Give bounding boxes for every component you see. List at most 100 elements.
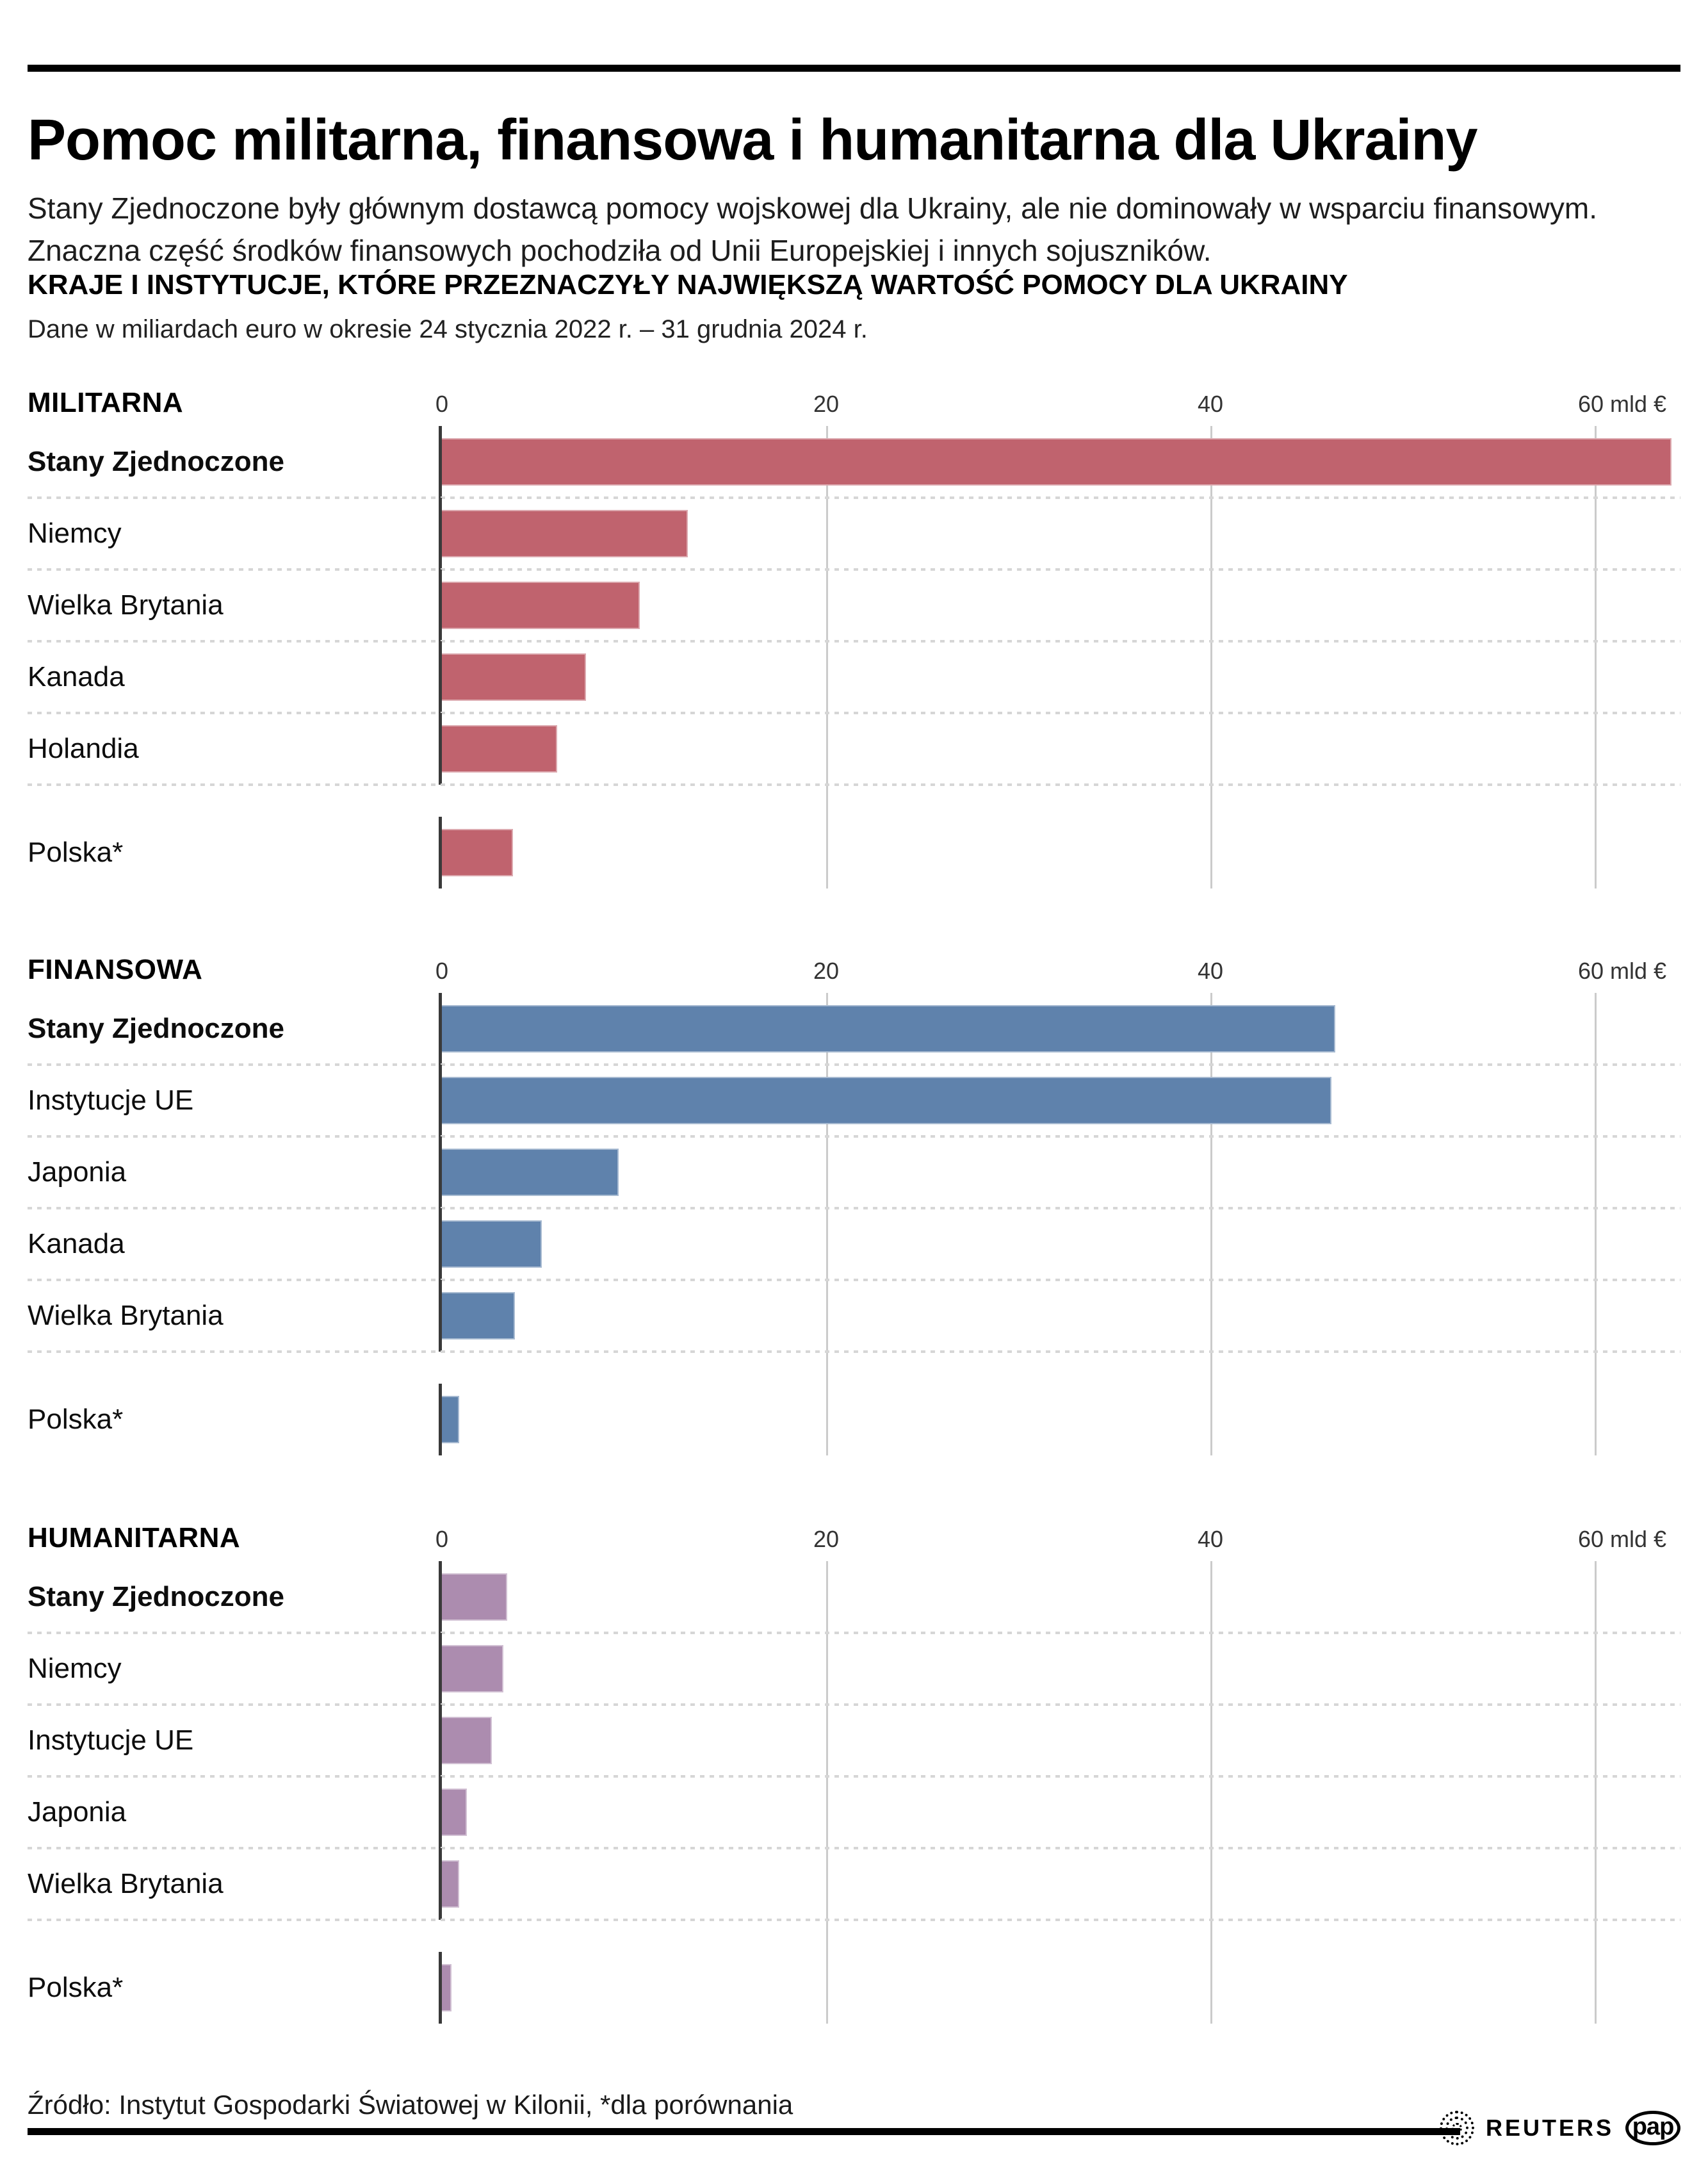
chart-kicker: KRAJE I INSTYTUCJE, KTÓRE PRZEZNACZYŁY N…: [28, 269, 1348, 300]
bar-humanitarna-instytucje-ue: [442, 1717, 492, 1764]
pap-logo: pap: [1625, 2111, 1680, 2145]
gridline-60: [1595, 993, 1597, 1455]
bar-humanitarna-wielka-brytania: [442, 1860, 459, 1908]
axis-tick: 20: [813, 391, 840, 417]
bar-row: Stany Zjednoczone: [28, 993, 1680, 1066]
row-plot: [439, 817, 1680, 889]
row-label: Wielka Brytania: [28, 1868, 224, 1899]
chart-head-militarna: MILITARNA 0 20 40 60 mld €: [28, 368, 1680, 426]
axis-tick: 0: [435, 958, 449, 984]
reuters-orb-core: [1451, 2123, 1462, 2133]
axis-tick: 0: [435, 391, 449, 417]
row-label: Japonia: [28, 1156, 127, 1188]
chart-note: Dane w miliardach euro w okresie 24 styc…: [28, 315, 868, 343]
row-plot: [439, 1136, 1680, 1208]
chart-head-humanitarna: HUMANITARNA 0 20 40 60 mld €: [28, 1503, 1680, 1561]
row-label: Instytucje UE: [28, 1724, 194, 1756]
bar-row-comparison: Polska*: [28, 1384, 1680, 1455]
bar-humanitarna-polska: [442, 1964, 451, 2011]
row-plot: [439, 1280, 1680, 1352]
row-label: Wielka Brytania: [28, 1300, 224, 1331]
row-label: Japonia: [28, 1796, 127, 1828]
bottom-rule: [28, 2128, 1460, 2135]
row-label: Stany Zjednoczone: [28, 1581, 284, 1612]
agency-logos: REUTERS pap: [1439, 2106, 1680, 2150]
axis-tick: 0: [435, 1526, 449, 1552]
plot-area-humanitarna: Stany Zjednoczone Niemcy Instytucje UE J…: [28, 1561, 1680, 2024]
row-label: Kanada: [28, 1228, 125, 1259]
row-label: Stany Zjednoczone: [28, 1013, 284, 1044]
row-plot: [439, 498, 1680, 569]
row-plot: [439, 1848, 1680, 1920]
gridline-40: [1210, 993, 1212, 1455]
reuters-logo: REUTERS: [1485, 2115, 1614, 2141]
axis-tick: 20: [813, 1526, 840, 1552]
pap-logo-text: pap: [1632, 2113, 1675, 2140]
row-plot: [439, 1208, 1680, 1280]
source-note: Źródło: Instytut Gospodarki Światowej w …: [28, 2090, 793, 2120]
page-subtitle: Stany Zjednoczone były głównym dostawcą …: [28, 192, 1598, 268]
chart-finansowa: FINANSOWA 0 20 40 60 mld € Stany Zjednoc…: [28, 935, 1680, 1455]
bar-row: Wielka Brytania: [28, 569, 1680, 643]
axis-tick-unit: 60 mld €: [1578, 958, 1667, 984]
axis-tick-unit: 60 mld €: [1578, 1526, 1667, 1552]
bar-row-comparison: Polska*: [28, 817, 1680, 889]
section-label-humanitarna: HUMANITARNA: [28, 1522, 241, 1553]
gridline-20: [826, 426, 828, 889]
bar-militarna-wielka-brytania: [442, 582, 640, 629]
gridline-40: [1210, 1561, 1212, 2024]
axis-tick: 20: [813, 958, 840, 984]
row-label: Instytucje UE: [28, 1085, 194, 1116]
row-plot: [439, 1952, 1680, 2024]
gridline-20: [826, 993, 828, 1455]
chart-humanitarna: HUMANITARNA 0 20 40 60 mld € Stany Zjedn…: [28, 1503, 1680, 2024]
gridline-60: [1595, 426, 1597, 889]
bar-row: Japonia: [28, 1136, 1680, 1209]
bar-row: Stany Zjednoczone: [28, 426, 1680, 499]
bar-militarna-us: [442, 438, 1671, 486]
row-label: Stany Zjednoczone: [28, 446, 284, 477]
chart-head-finansowa: FINANSOWA 0 20 40 60 mld €: [28, 935, 1680, 993]
axis-tick: 40: [1197, 1526, 1224, 1552]
page-title: Pomoc militarna, finansowa i humanitarna…: [28, 108, 1478, 173]
bar-row: Niemcy: [28, 498, 1680, 571]
plot-area-militarna: Stany Zjednoczone Niemcy Wielka Brytania…: [28, 426, 1680, 889]
bar-humanitarna-japonia: [442, 1789, 467, 1836]
bar-humanitarna-niemcy: [442, 1645, 503, 1692]
bar-row-comparison: Polska*: [28, 1952, 1680, 2024]
row-label: Niemcy: [28, 518, 122, 549]
axis-tick: 40: [1197, 958, 1224, 984]
row-plot: [439, 426, 1680, 498]
row-plot: [439, 993, 1680, 1065]
bar-row: Holandia: [28, 713, 1680, 786]
row-label: Kanada: [28, 661, 125, 692]
gridline-20: [826, 1561, 828, 2024]
row-plot: [439, 1776, 1680, 1848]
bar-row: Wielka Brytania: [28, 1848, 1680, 1921]
bar-finansowa-wielka-brytania: [442, 1292, 515, 1339]
bar-militarna-kanada: [442, 653, 586, 701]
section-label-militarna: MILITARNA: [28, 387, 184, 418]
plot-area-finansowa: Stany Zjednoczone Instytucje UE Japonia …: [28, 993, 1680, 1455]
top-rule: [28, 65, 1680, 72]
row-label: Polska*: [28, 1972, 124, 2003]
row-plot: [439, 713, 1680, 785]
axis-tick: 40: [1197, 391, 1224, 417]
bar-row: Japonia: [28, 1776, 1680, 1849]
bar-row: Instytucje UE: [28, 1065, 1680, 1138]
row-plot: [439, 1633, 1680, 1705]
bar-militarna-holandia: [442, 725, 557, 773]
row-plot: [439, 641, 1680, 713]
bar-row: Kanada: [28, 1208, 1680, 1281]
bar-militarna-polska: [442, 829, 513, 876]
row-plot: [439, 1065, 1680, 1136]
bar-finansowa-instytucje-ue: [442, 1077, 1331, 1124]
row-plot: [439, 1384, 1680, 1455]
row-label: Holandia: [28, 733, 139, 764]
bar-finansowa-japonia: [442, 1149, 619, 1196]
bar-finansowa-us: [442, 1005, 1335, 1052]
section-label-finansowa: FINANSOWA: [28, 954, 203, 985]
gridline-60: [1595, 1561, 1597, 2024]
row-label: Wielka Brytania: [28, 589, 224, 621]
